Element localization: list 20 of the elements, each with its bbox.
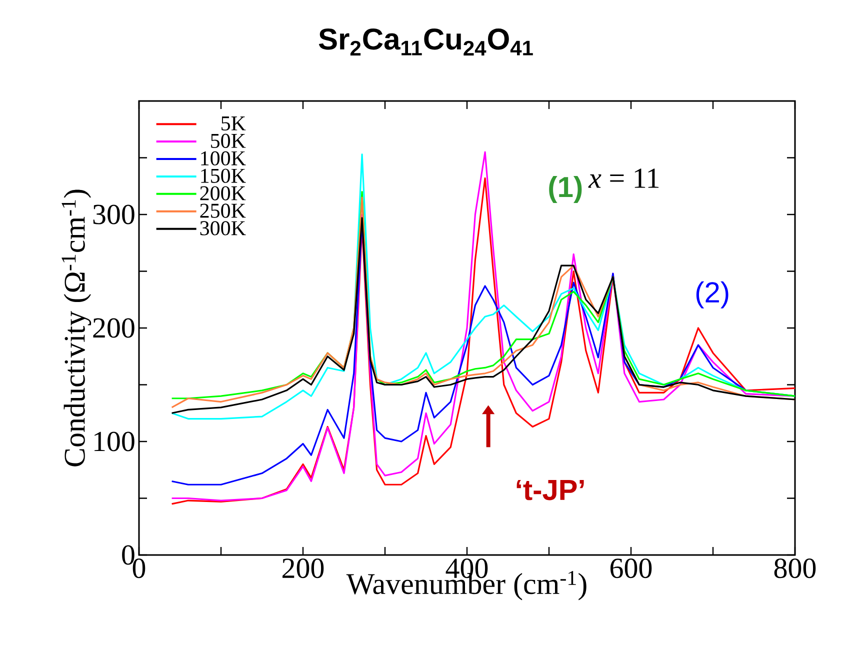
- x-tick-label: 800: [774, 558, 816, 578]
- legend-label: 50K: [211, 134, 246, 148]
- annotation: x = 11: [588, 168, 659, 188]
- y-tick-label: 0: [122, 545, 134, 565]
- legend-label: 200K: [200, 186, 246, 200]
- legend-label: 100K: [201, 151, 246, 166]
- x-tick-label: 600: [610, 558, 652, 578]
- legend-label: 5K: [222, 116, 246, 130]
- y-tick-label: 100: [94, 432, 134, 452]
- annotation: ‘t-JP’: [516, 480, 584, 500]
- x-tick-label: 200: [282, 558, 324, 578]
- legend-label: 250K: [200, 204, 246, 218]
- y-tick-label: 200: [93, 318, 134, 338]
- legend-label: 150K: [201, 168, 246, 183]
- y-tick-label: 300: [93, 204, 134, 224]
- y-axis-title: Conductivity (Ω$^{-1}$cm$^{-1}$): [62, 190, 92, 466]
- chart-title: Sr$_{2}$Ca$_{11}$Cu$_{24}$O$_{41}$: [318, 28, 533, 56]
- annotation: (2): [696, 281, 728, 308]
- legend-label: 300K: [200, 221, 246, 236]
- annotation: (1): [549, 176, 582, 204]
